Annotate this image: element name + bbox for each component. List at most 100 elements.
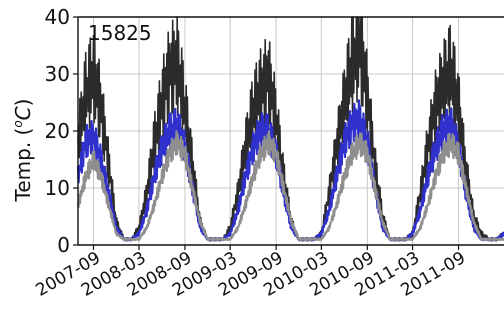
data-point	[153, 175, 156, 178]
data-point	[191, 164, 194, 166]
data-point	[442, 84, 444, 87]
data-point	[366, 96, 369, 98]
data-point	[397, 238, 399, 241]
data-point	[426, 175, 429, 178]
y-tick-label: 0	[57, 233, 70, 257]
data-point	[252, 147, 254, 149]
data-point	[313, 238, 316, 241]
data-point	[145, 210, 148, 212]
data-point	[374, 164, 376, 166]
y-axis-label-prefix: Temp. (	[11, 128, 35, 203]
data-point	[343, 101, 346, 104]
data-point	[282, 187, 285, 189]
data-point	[244, 175, 247, 178]
data-point	[214, 238, 217, 241]
data-point	[290, 221, 293, 223]
data-point	[465, 170, 467, 172]
data-point	[328, 210, 330, 212]
y-axis-label-suffix: )	[11, 99, 35, 107]
data-point	[335, 175, 338, 178]
data-point	[290, 227, 293, 229]
data-point	[138, 232, 140, 235]
y-tick-label: 10	[45, 176, 70, 200]
data-point	[381, 221, 384, 223]
y-axis-label-unit: C	[11, 106, 35, 120]
data-point	[411, 238, 414, 241]
data-point	[457, 153, 460, 155]
data-point	[138, 238, 140, 241]
data-point	[84, 90, 87, 92]
data-point	[92, 73, 95, 75]
data-point	[229, 238, 231, 241]
data-point	[84, 175, 87, 178]
data-point	[320, 238, 323, 241]
data-point	[153, 141, 156, 144]
data-point	[419, 210, 422, 212]
y-axis-label: Temp. (oC)	[11, 99, 35, 203]
data-point	[107, 204, 110, 206]
data-point	[145, 227, 148, 229]
data-point	[472, 221, 475, 223]
data-point	[199, 221, 201, 223]
data-point	[168, 130, 171, 132]
data-point	[161, 101, 163, 104]
data-point	[176, 61, 178, 64]
data-point	[168, 153, 171, 155]
data-point	[358, 118, 361, 121]
data-point	[259, 130, 262, 132]
data-point	[442, 130, 444, 132]
data-point	[138, 227, 140, 229]
data-point	[449, 124, 452, 127]
data-point	[320, 232, 323, 235]
data-point	[237, 192, 239, 195]
data-point	[343, 175, 346, 178]
data-point	[351, 124, 353, 127]
data-point	[434, 147, 437, 149]
data-point	[381, 227, 384, 229]
y-tick-label: 20	[45, 119, 70, 143]
data-point	[434, 175, 437, 178]
data-point	[374, 187, 376, 189]
data-point	[449, 141, 452, 144]
data-point	[358, 39, 361, 41]
data-point	[184, 153, 186, 155]
data-point	[229, 227, 231, 229]
data-point	[252, 175, 254, 178]
series-line-2	[76, 130, 504, 242]
data-point	[343, 141, 346, 144]
data-point	[92, 158, 95, 161]
data-point	[480, 232, 483, 235]
data-point	[176, 141, 178, 144]
data-point	[275, 118, 277, 121]
data-point	[328, 227, 330, 229]
data-point	[191, 187, 194, 189]
data-point	[335, 147, 338, 149]
data-point	[244, 204, 247, 206]
data-point	[426, 147, 429, 149]
y-tick-label: 40	[45, 5, 70, 29]
data-point	[267, 78, 270, 81]
series-layer	[76, 16, 504, 242]
data-point	[366, 153, 369, 155]
data-point	[115, 232, 118, 235]
data-point	[259, 153, 262, 155]
data-point	[465, 187, 467, 189]
data-point	[335, 204, 338, 206]
y-axis-label-degree: o	[11, 120, 25, 127]
data-point	[237, 227, 239, 229]
data-point	[404, 238, 407, 241]
data-point	[275, 153, 277, 155]
data-point	[472, 227, 475, 229]
data-point	[100, 175, 102, 178]
data-point	[305, 238, 308, 241]
data-point	[419, 192, 422, 195]
data-point	[161, 147, 163, 149]
data-point	[457, 107, 460, 109]
data-point	[358, 141, 361, 144]
station-id-label: 15825	[88, 21, 152, 45]
data-point	[130, 238, 133, 241]
data-point	[145, 192, 148, 195]
data-point	[411, 232, 414, 235]
